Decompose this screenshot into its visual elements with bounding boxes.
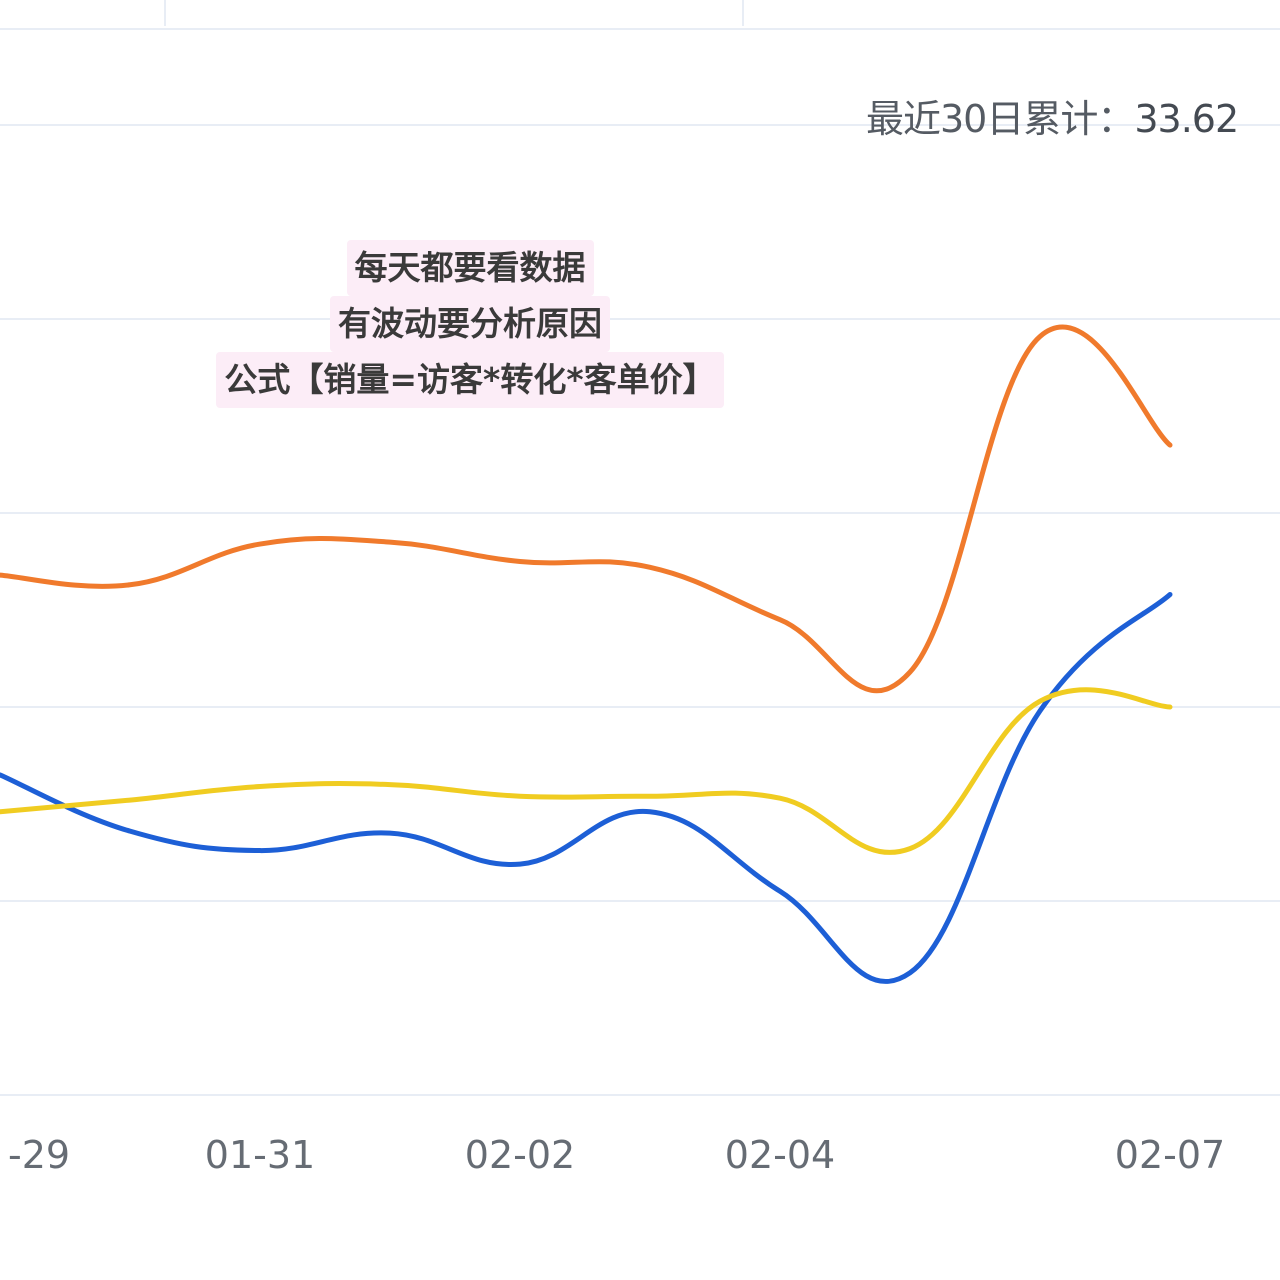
- chart-series: [0, 324, 1173, 984]
- summary-label: 最近30日累计：: [866, 97, 1135, 141]
- x-tick-label: 02-02: [465, 1133, 575, 1177]
- tab-divider: [164, 0, 166, 26]
- chart-grid: [0, 124, 1280, 1096]
- x-tick-label: 01-31: [205, 1133, 315, 1177]
- series-line-blue: [0, 591, 1173, 984]
- series-line-yellow: [0, 687, 1173, 855]
- tab-divider: [742, 0, 744, 26]
- x-tick-label: 02-07: [1115, 1133, 1225, 1177]
- annotation-line: 有波动要分析原因: [330, 296, 610, 352]
- annotation-line: 每天都要看数据: [346, 240, 594, 296]
- summary-value: 33.62: [1134, 97, 1239, 141]
- series-line-orange: [0, 324, 1173, 694]
- annotation-line: 公式【销量=访客*转化*客单价】: [216, 352, 724, 408]
- annotation-note: 每天都要看数据 有波动要分析原因 公式【销量=访客*转化*客单价】: [0, 240, 940, 408]
- x-tick-label: 02-04: [725, 1133, 835, 1177]
- x-tick-label: -29: [8, 1133, 70, 1177]
- cumulative-summary: 最近30日累计：33.62: [866, 88, 1239, 143]
- x-axis-ticks: -29 01-31 02-02 02-04 02-07: [8, 1133, 1225, 1177]
- tab-strip: [0, 0, 1280, 30]
